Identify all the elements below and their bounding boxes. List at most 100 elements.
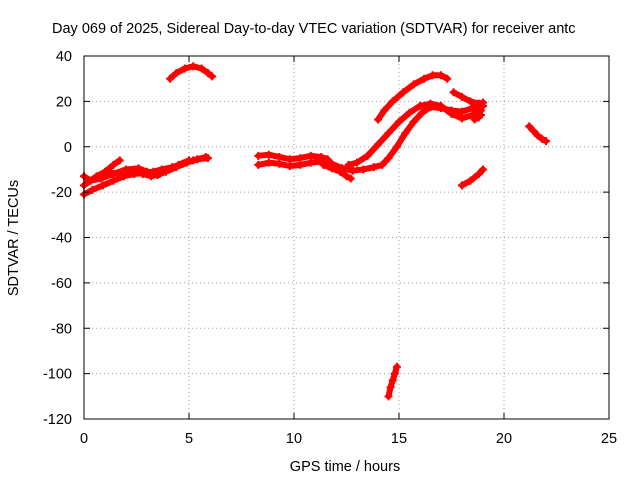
data-point xyxy=(533,131,542,140)
data-point xyxy=(458,114,466,123)
data-point xyxy=(443,74,452,83)
data-point xyxy=(374,140,382,149)
series-line-arc-04 xyxy=(97,157,192,180)
data-point xyxy=(378,160,387,169)
data-point xyxy=(474,99,483,108)
data-point xyxy=(164,165,172,174)
data-point xyxy=(479,98,487,107)
data-point xyxy=(409,117,418,126)
data-point xyxy=(155,169,164,178)
data-point xyxy=(189,62,198,71)
data-point xyxy=(359,165,368,174)
axis-ticks: 0 5 10 15 20 25 -120 -100 -80 -60 -40 -20 0 20 40 xyxy=(43,49,617,447)
data-point xyxy=(275,152,284,161)
data-point xyxy=(115,156,124,165)
data-point xyxy=(86,176,95,185)
data-point xyxy=(342,172,351,181)
data-point xyxy=(437,71,445,80)
data-point xyxy=(174,160,183,169)
data-point xyxy=(386,383,395,392)
data-point xyxy=(466,97,475,106)
data-point xyxy=(479,165,487,174)
plot-frame xyxy=(83,55,610,420)
data-point xyxy=(470,115,479,124)
y-tick-label: -40 xyxy=(51,231,72,247)
data-point xyxy=(306,158,315,167)
data-point xyxy=(392,362,401,371)
data-point xyxy=(468,104,477,113)
data-point xyxy=(449,88,458,97)
data-point xyxy=(264,150,273,159)
data-point xyxy=(172,69,181,78)
data-point xyxy=(390,369,399,378)
x-axis-label: GPS time / hours xyxy=(290,459,400,475)
data-point xyxy=(109,176,118,185)
data-point xyxy=(525,122,534,131)
x-tick-label: 5 xyxy=(185,431,193,447)
data-point xyxy=(420,74,429,83)
data-point xyxy=(384,154,393,163)
data-point xyxy=(336,167,345,176)
data-point xyxy=(380,106,389,115)
data-point xyxy=(327,164,336,173)
data-point xyxy=(418,108,427,117)
data-point xyxy=(98,181,107,190)
x-tick-label: 0 xyxy=(80,431,88,447)
data-point xyxy=(388,97,397,106)
data-point xyxy=(319,160,328,169)
chart-title: Day 069 of 2025, Sidereal Day-to-day VTE… xyxy=(52,21,576,37)
data-point xyxy=(476,110,485,119)
data-point xyxy=(346,174,355,183)
data-point xyxy=(317,152,326,161)
data-point xyxy=(166,74,175,83)
y-tick-label: -60 xyxy=(51,276,72,292)
data-point xyxy=(147,172,156,181)
data-point xyxy=(384,129,393,138)
data-point xyxy=(537,134,546,143)
data-point xyxy=(208,72,217,81)
x-tick-label: 20 xyxy=(496,431,512,447)
data-point xyxy=(466,176,475,185)
grid-lines xyxy=(84,56,609,419)
y-tick-label: -20 xyxy=(51,185,72,201)
data-point xyxy=(96,172,105,181)
data-point xyxy=(392,142,401,151)
y-tick-label: -80 xyxy=(51,321,72,337)
data-series xyxy=(80,62,550,401)
series-line-arc-13 xyxy=(459,166,486,189)
data-point xyxy=(128,167,137,176)
y-tick-label: 40 xyxy=(56,49,72,65)
data-point xyxy=(296,154,305,163)
data-point xyxy=(107,169,116,178)
data-point xyxy=(254,151,263,160)
data-point xyxy=(374,115,382,124)
data-point xyxy=(323,155,332,164)
data-point xyxy=(395,117,403,126)
data-point xyxy=(185,156,193,165)
y-axis-label: SDTVAR / TECUs xyxy=(6,180,22,296)
data-point xyxy=(254,160,263,169)
data-point xyxy=(109,160,118,169)
x-tick-label: 25 xyxy=(601,431,617,447)
data-point xyxy=(348,166,357,175)
y-tick-label: 20 xyxy=(56,94,72,110)
data-point xyxy=(416,101,424,110)
data-point xyxy=(138,169,147,178)
data-point xyxy=(401,129,410,138)
data-point xyxy=(285,162,294,171)
data-point xyxy=(409,80,418,89)
y-tick-label: -120 xyxy=(43,412,72,428)
data-point xyxy=(296,160,305,169)
data-point xyxy=(428,71,437,80)
data-point xyxy=(458,181,466,190)
data-point xyxy=(353,158,361,167)
data-point xyxy=(197,64,206,73)
data-point xyxy=(203,154,212,163)
x-tick-label: 15 xyxy=(391,431,407,447)
data-point xyxy=(542,137,550,146)
data-point xyxy=(363,151,372,160)
data-point xyxy=(447,109,456,118)
data-point xyxy=(285,155,294,164)
data-point xyxy=(275,159,284,168)
